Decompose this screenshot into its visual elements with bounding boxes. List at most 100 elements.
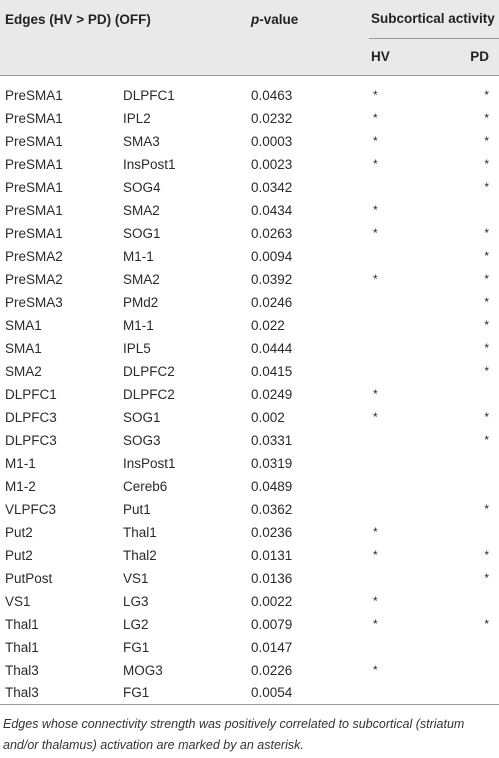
cell-hv-marker	[369, 245, 443, 268]
cell-edge-to: DLPFC2	[123, 386, 175, 402]
cell-edge-from: SMA1	[5, 340, 42, 356]
cell-edge-from: SMA2	[5, 363, 42, 379]
table-row: DLPFC3 SOG3 0.0331 *	[0, 429, 499, 452]
table-row: PreSMA1 InsPost1 0.0023 * *	[0, 153, 499, 176]
table-row: VLPFC3 Put1 0.0362 *	[0, 498, 499, 521]
cell-pd-marker	[443, 521, 499, 544]
cell-hv-marker	[369, 567, 443, 590]
table-row: PreSMA1 SMA2 0.0434 *	[0, 199, 499, 222]
cell-hv-marker: *	[373, 88, 378, 102]
cell-hv-marker: *	[373, 663, 378, 677]
cell-edge-to: SMA2	[123, 271, 160, 287]
table-row: Thal1 FG1 0.0147	[0, 636, 499, 659]
cell-pd-marker: *	[484, 157, 489, 171]
cell-hv-marker	[369, 681, 443, 705]
table-row: M1-1 InsPost1 0.0319	[0, 452, 499, 475]
cell-hv-marker: *	[373, 226, 378, 240]
cell-pvalue: 0.0249	[251, 386, 293, 402]
cell-hv-marker	[369, 636, 443, 659]
cell-edge-from: Thal3	[5, 662, 39, 678]
cell-pd-marker: *	[484, 318, 489, 332]
cell-edge-from: PreSMA1	[5, 87, 63, 103]
header-subcortical: Subcortical activity	[369, 0, 499, 39]
cell-pvalue: 0.0236	[251, 524, 293, 540]
cell-edge-from: Thal3	[0, 681, 123, 705]
cell-edge-from: PutPost	[5, 570, 53, 586]
cell-pvalue: 0.0094	[251, 248, 293, 264]
cell-pvalue: 0.0246	[251, 294, 293, 310]
cell-edge-from: DLPFC3	[5, 409, 57, 425]
cell-edge-from: PreSMA1	[5, 156, 63, 172]
table-row: DLPFC3 SOG1 0.002 * *	[0, 406, 499, 429]
cell-edge-to: PMd2	[123, 294, 159, 310]
cell-pvalue: 0.002	[251, 409, 285, 425]
cell-edge-from: M1-2	[5, 478, 36, 494]
cell-edge-to: InsPost1	[123, 455, 176, 471]
cell-hv-marker	[369, 429, 443, 452]
table-row: PreSMA1 SOG1 0.0263 * *	[0, 222, 499, 245]
cell-pvalue: 0.0023	[251, 156, 293, 172]
cell-pd-marker: *	[484, 617, 489, 631]
cell-edge-to: Thal1	[123, 524, 157, 540]
cell-edge-from: DLPFC1	[5, 386, 57, 402]
cell-pvalue: 0.0434	[251, 202, 293, 218]
cell-edge-from: Thal1	[5, 616, 39, 632]
cell-edge-to: SOG4	[123, 179, 161, 195]
cell-pd-marker: *	[484, 295, 489, 309]
cell-edge-from: PreSMA1	[5, 110, 63, 126]
cell-pd-marker: *	[484, 180, 489, 194]
cell-pd-marker: *	[484, 433, 489, 447]
cell-pvalue: 0.0463	[251, 87, 293, 103]
edges-table: Edges (HV > PD) (OFF) p-value Subcortica…	[0, 0, 499, 705]
cell-edge-from: PreSMA2	[5, 271, 63, 287]
cell-pd-marker	[443, 659, 499, 682]
cell-pvalue: 0.0362	[251, 501, 293, 517]
table-row: Thal3 MOG3 0.0226 *	[0, 659, 499, 682]
cell-edge-from: PreSMA2	[5, 248, 63, 264]
table-row: Put2 Thal1 0.0236 *	[0, 521, 499, 544]
cell-pd-marker: *	[484, 571, 489, 585]
cell-edge-to: MOG3	[123, 662, 163, 678]
cell-pvalue: 0.0232	[251, 110, 293, 126]
cell-pd-marker	[443, 452, 499, 475]
cell-pd-marker	[443, 383, 499, 406]
cell-hv-marker	[369, 475, 443, 498]
spacer-cell	[0, 75, 499, 84]
table-row: M1-2 Cereb6 0.0489	[0, 475, 499, 498]
cell-pvalue: 0.0022	[251, 593, 293, 609]
spacer-row	[0, 75, 499, 84]
cell-edge-from: Thal1	[5, 639, 39, 655]
cell-pd-marker: *	[484, 249, 489, 263]
table-row: PreSMA1 SMA3 0.0003 * *	[0, 130, 499, 153]
cell-hv-marker: *	[373, 134, 378, 148]
cell-pd-marker: *	[484, 341, 489, 355]
cell-hv-marker	[369, 314, 443, 337]
cell-pvalue: 0.0415	[251, 363, 293, 379]
cell-edge-to: SMA2	[123, 202, 160, 218]
header-pvalue-rest: -value	[259, 11, 299, 27]
table-row: Put2 Thal2 0.0131 * *	[0, 544, 499, 567]
cell-edge-to: SMA3	[123, 133, 160, 149]
cell-edge-from: VS1	[5, 593, 31, 609]
cell-hv-marker: *	[373, 272, 378, 286]
cell-pvalue: 0.0136	[251, 570, 293, 586]
table-row: VS1 LG3 0.0022 *	[0, 590, 499, 613]
cell-pd-marker	[443, 590, 499, 613]
cell-edge-to: DLPFC1	[123, 87, 175, 103]
cell-edge-from: DLPFC3	[5, 432, 57, 448]
cell-hv-marker: *	[373, 548, 378, 562]
cell-pvalue: 0.0392	[251, 271, 293, 287]
cell-edge-from: PreSMA1	[5, 179, 63, 195]
cell-edge-to: FG1	[123, 639, 150, 655]
cell-pd-marker: *	[484, 364, 489, 378]
cell-edge-to: FG1	[123, 681, 251, 705]
cell-edge-from: PreSMA1	[5, 133, 63, 149]
cell-edge-from: Put2	[5, 524, 33, 540]
table-row: SMA2 DLPFC2 0.0415 *	[0, 360, 499, 383]
header-row-primary: Edges (HV > PD) (OFF) p-value Subcortica…	[0, 0, 499, 39]
cell-pvalue: 0.022	[251, 317, 285, 333]
cell-edge-to: Put1	[123, 501, 151, 517]
cell-edge-to: LG3	[123, 593, 149, 609]
table-row: SMA1 IPL5 0.0444 *	[0, 337, 499, 360]
